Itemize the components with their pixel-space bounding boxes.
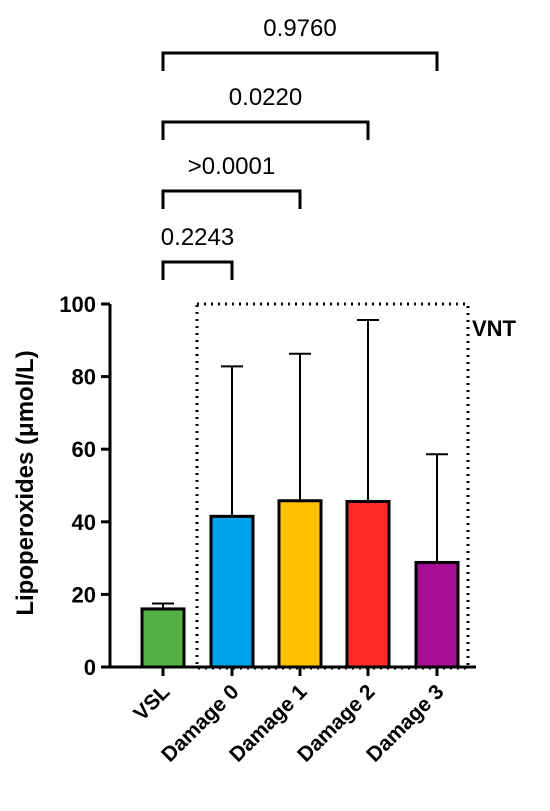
bar-damage-3: [414, 560, 460, 669]
p-value-damage-3: 0.9760: [263, 15, 336, 42]
comparison-brackets: 0.2243 >0.0001 0.0220 0.9760: [161, 15, 439, 280]
y-tick-label: 100: [59, 292, 96, 317]
p-value-damage-2: 0.0220: [229, 84, 302, 111]
bars: [140, 499, 460, 669]
bar-damage-0: [209, 514, 255, 669]
y-tick-label: 80: [72, 365, 96, 390]
p-value-damage-1: >0.0001: [188, 153, 275, 180]
y-tick-label: 0: [84, 655, 96, 680]
bracket-damage-0: [161, 260, 234, 280]
p-value-damage-0: 0.2243: [161, 224, 234, 251]
y-tick-label: 60: [72, 437, 96, 462]
vnt-label: VNT: [472, 316, 517, 341]
y-ticks: 0 20 40 60 80 100: [59, 292, 110, 680]
error-bars: [152, 318, 448, 609]
bracket-damage-2: [161, 120, 370, 140]
bar-damage-2: [345, 499, 391, 669]
bracket-damage-3: [161, 51, 439, 71]
y-axis-label: Lipoperoxides (μmol/L): [12, 350, 39, 615]
bar-vsl: [140, 607, 186, 669]
category-label-vsl: VSL: [129, 680, 174, 725]
vnt-region: VNT: [195, 302, 517, 670]
bracket-damage-1: [161, 189, 302, 209]
bar-damage-1: [277, 499, 323, 669]
y-tick-label: 40: [72, 510, 96, 535]
y-tick-label: 20: [72, 582, 96, 607]
vnt-dotted-box: [195, 302, 470, 670]
